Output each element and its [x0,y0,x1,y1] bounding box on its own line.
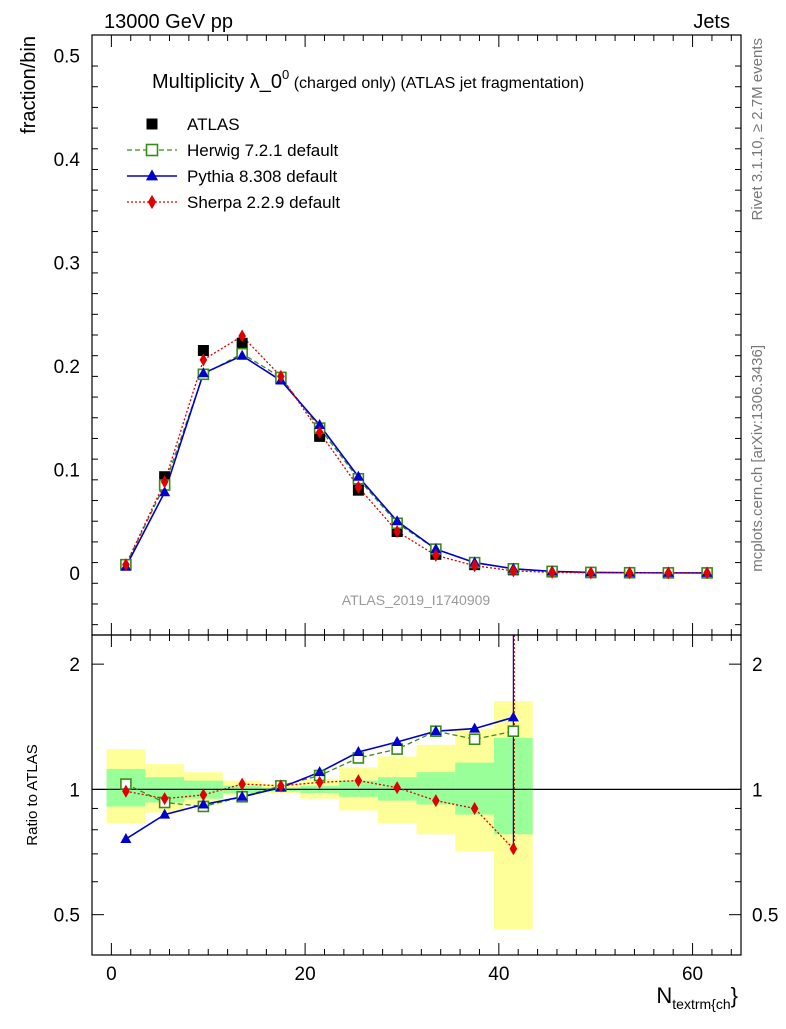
sherpa-marker [548,565,556,579]
x-tick-label: 60 [682,964,703,985]
chart-title: Multiplicity λ_00 (charged only) (ATLAS … [152,67,584,93]
mcplots-label: mcplots.cern.ch [arXiv:1306.3436] [749,345,766,572]
sherpa-marker [509,842,518,856]
ratio-band-inner [339,780,378,797]
atlas-marker [146,118,158,130]
herwig-marker [145,143,159,157]
pythia-marker [159,808,171,819]
pythia-marker [197,798,209,809]
sherpa-marker [470,801,479,815]
herwig-marker [468,733,481,746]
sherpa-marker [147,194,157,210]
sherpa-marker [160,792,169,806]
ratio-tick-label: 1 [69,780,80,801]
ratio-tick-label-right: 0.5 [752,906,778,927]
pythia-marker [391,735,403,746]
sherpa-line [125,335,708,574]
ratio-tick-label-right: 1 [752,780,763,801]
pythia-marker [507,711,519,722]
atlas-marker [236,337,248,349]
sherpa-marker [393,781,401,795]
sherpa-marker [354,480,363,494]
atlas-marker [197,345,209,357]
pythia-marker [159,486,171,497]
sherpa-marker [703,566,711,580]
sherpa-marker [122,558,130,572]
y-tick-label: 0 [69,564,80,585]
pythia-marker [314,766,326,777]
y-axis-label: fraction/bin [18,36,40,134]
pythia-marker [352,745,364,756]
ratio-axis-label: Ratio to ATLAS [24,744,41,845]
x-axis-label: Ntextrm{ch} [656,983,738,1012]
sherpa-marker [199,353,208,367]
legend-label-pythia: Pythia 8.308 default [187,167,338,186]
y-tick-label: 0.1 [54,460,80,481]
x-tick-label: 20 [295,964,316,985]
y-tick-label: 0.5 [54,47,80,68]
x-tick-label: 40 [488,964,509,985]
pythia-marker [314,419,326,429]
pythia-marker [120,833,132,844]
legend-label-herwig: Herwig 7.2.1 default [187,141,338,160]
ratio-tick-label: 2 [69,655,80,676]
y-tick-label: 0.4 [54,150,81,171]
sherpa-marker [664,566,673,580]
sherpa-marker [470,559,479,573]
sherpa-marker [509,564,518,578]
sherpa-marker [238,329,246,343]
sherpa-marker [432,794,440,808]
pythia-marker [469,722,481,733]
herwig-marker [507,725,520,738]
legend-label-sherpa: Sherpa 2.2.9 default [187,193,340,212]
sherpa-marker [238,777,246,791]
sherpa-marker [315,425,324,439]
pythia-marker [430,725,442,736]
sherpa-marker [432,548,440,562]
x-tick-label: 0 [106,964,117,985]
pythia-marker [236,349,248,360]
sherpa-marker [122,784,130,798]
sherpa-marker [393,525,401,539]
legend: ATLAS Herwig 7.2.1 default Pythia 8.308 de… [127,115,340,212]
rivet-version-label: Rivet 3.1.10, ≥ 2.7M events [749,38,766,221]
sherpa-marker [625,566,634,580]
y-tick-label: 0.3 [54,254,80,275]
sherpa-marker [277,369,285,383]
ratio-tick-label-right: 2 [752,655,763,676]
pythia-marker [391,515,403,526]
pythia-marker [352,470,364,481]
analysis-watermark: ATLAS_2019_I1740909 [342,592,491,608]
y-tick-label: 0.2 [54,357,80,378]
sherpa-marker [587,566,595,580]
sherpa-marker [160,475,169,489]
pythia-marker [430,543,442,554]
sherpa-marker [199,788,208,802]
sherpa-marker [354,774,363,788]
pythia-marker [197,367,209,378]
sherpa-marker [315,775,324,789]
header-right: Jets [693,11,730,33]
legend-label-atlas: ATLAS [187,115,240,134]
ratio-tick-label: 0.5 [54,906,80,927]
header-left: 13000 GeV pp [104,11,233,33]
pythia-marker [145,169,159,181]
pythia-marker [236,790,248,801]
sherpa-marker [277,779,285,793]
